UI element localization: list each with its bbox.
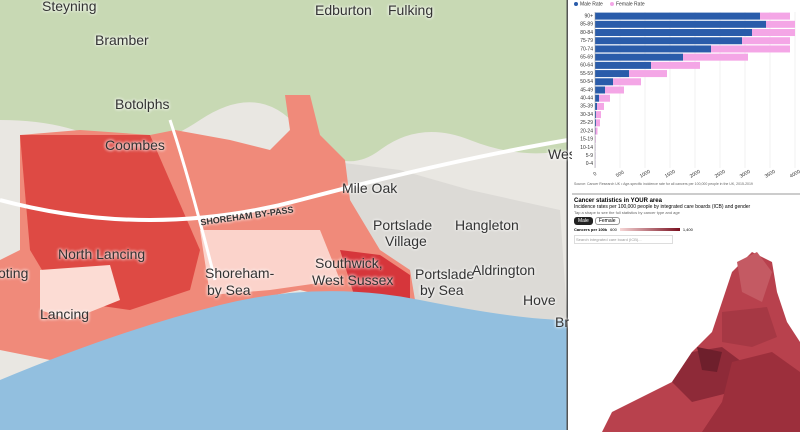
bar [595, 78, 613, 85]
y-tick-label: 70-74 [580, 46, 593, 52]
y-tick-label: 30-34 [580, 112, 593, 118]
map-label: Br [555, 314, 569, 330]
bar [596, 119, 600, 126]
map-label: Botolphs [115, 96, 169, 112]
map-label: Portslade [415, 266, 474, 282]
x-tick-label: 2500 [714, 169, 727, 180]
legend-label: Female Rate [616, 1, 645, 7]
bar [752, 29, 795, 36]
bar [595, 103, 597, 110]
map-label: Hove [523, 292, 556, 308]
map-label: Portslade [373, 217, 432, 233]
x-tick-label: 3500 [764, 169, 777, 180]
y-tick-label: 25-29 [580, 120, 593, 126]
chart: 0 500 1000 1500 2000 2500 3000 3500 4000 Male Rat… [572, 0, 800, 190]
y-tick-label: 60-64 [580, 63, 593, 69]
y-tick-label: 10-14 [580, 145, 593, 151]
legend-swatch [610, 2, 614, 6]
bar [595, 29, 752, 36]
bar [596, 128, 598, 135]
bar [651, 62, 700, 69]
bar [595, 45, 711, 52]
x-tick-label: 1500 [664, 169, 677, 180]
map-label: Village [385, 233, 427, 249]
bar [595, 136, 596, 143]
y-tick-label: 55-59 [580, 71, 593, 77]
scale-min: 600 [610, 227, 617, 232]
bar [760, 13, 790, 20]
bar [596, 111, 601, 118]
legend-label: Male Rate [580, 1, 603, 7]
map-label: by Sea [420, 282, 464, 298]
y-tick-label: 0-4 [586, 161, 593, 167]
search-box[interactable]: Search integrated care board (ICB)... [574, 235, 673, 244]
bar [605, 86, 624, 93]
map-label: Southwick, [315, 255, 383, 271]
map-label: Aldrington [472, 262, 535, 278]
y-tick-label: 5-9 [586, 153, 593, 159]
x-tick-label: 500 [615, 169, 625, 178]
y-tick-label: 50-54 [580, 79, 593, 85]
panel-title: Cancer statistics in YOUR area [572, 195, 800, 204]
legend-swatch [574, 2, 578, 6]
map-label: Bramber [95, 32, 149, 48]
bar [595, 70, 629, 77]
map-label: oting [0, 265, 28, 281]
y-tick-label: 90+ [585, 13, 594, 19]
male-button[interactable]: Male [574, 217, 593, 225]
bar [595, 37, 742, 44]
y-tick-label: 45-49 [580, 87, 593, 93]
y-tick-label: 40-44 [580, 96, 593, 102]
map-label: Fulking [388, 2, 433, 18]
map-label: Lancing [40, 306, 89, 322]
map-label: Shoreham- [205, 265, 274, 281]
x-tick-label: 0 [592, 171, 598, 178]
map-label: West Sussex [312, 272, 393, 288]
bar [595, 95, 599, 102]
scale-max: 1,400 [683, 227, 693, 232]
x-tick-label: 3000 [739, 169, 752, 180]
scale-bar [620, 228, 680, 231]
bar [595, 54, 683, 61]
map-label: by Sea [207, 282, 251, 298]
region-map [572, 252, 800, 432]
source: Source: Cancer Research UK • Age-specifi… [574, 182, 753, 186]
bar [595, 21, 766, 28]
y-tick-label: 80-84 [580, 30, 593, 36]
bar [599, 95, 610, 102]
female-button[interactable]: Female [595, 217, 620, 225]
map-label: Hangleton [455, 217, 519, 233]
chart-panel: 0 500 1000 1500 2000 2500 3000 3500 4000 Male Rat… [572, 0, 800, 190]
map-label: Edburton [315, 2, 372, 18]
bar [597, 103, 604, 110]
map-label: Coombes [105, 137, 165, 153]
area-panel: Cancer statistics in YOUR area Incidence… [572, 193, 800, 432]
bar [629, 70, 667, 77]
bar [711, 45, 790, 52]
y-tick-label: 35-39 [580, 104, 593, 110]
y-tick-label: 20-24 [580, 128, 593, 134]
x-tick-label: 4000 [789, 169, 800, 180]
bar [683, 54, 748, 61]
x-tick-label: 2000 [689, 169, 702, 180]
bar [595, 86, 605, 93]
scale-label: Cancers per 100k [574, 227, 607, 232]
bar [613, 78, 641, 85]
y-tick-label: 75-79 [580, 38, 593, 44]
bar [742, 37, 790, 44]
y-tick-label: 85-89 [580, 22, 593, 28]
bar [595, 13, 760, 20]
x-tick-label: 1000 [639, 169, 652, 180]
map-label: Mile Oak [342, 180, 397, 196]
gender-buttons: Male Female [572, 215, 800, 227]
y-tick-label: 65-69 [580, 54, 593, 60]
bar [766, 21, 795, 28]
y-tick-label: 15-19 [580, 137, 593, 143]
map-label: North Lancing [58, 246, 145, 262]
map-label: Steyning [42, 0, 96, 14]
bar [595, 62, 651, 69]
